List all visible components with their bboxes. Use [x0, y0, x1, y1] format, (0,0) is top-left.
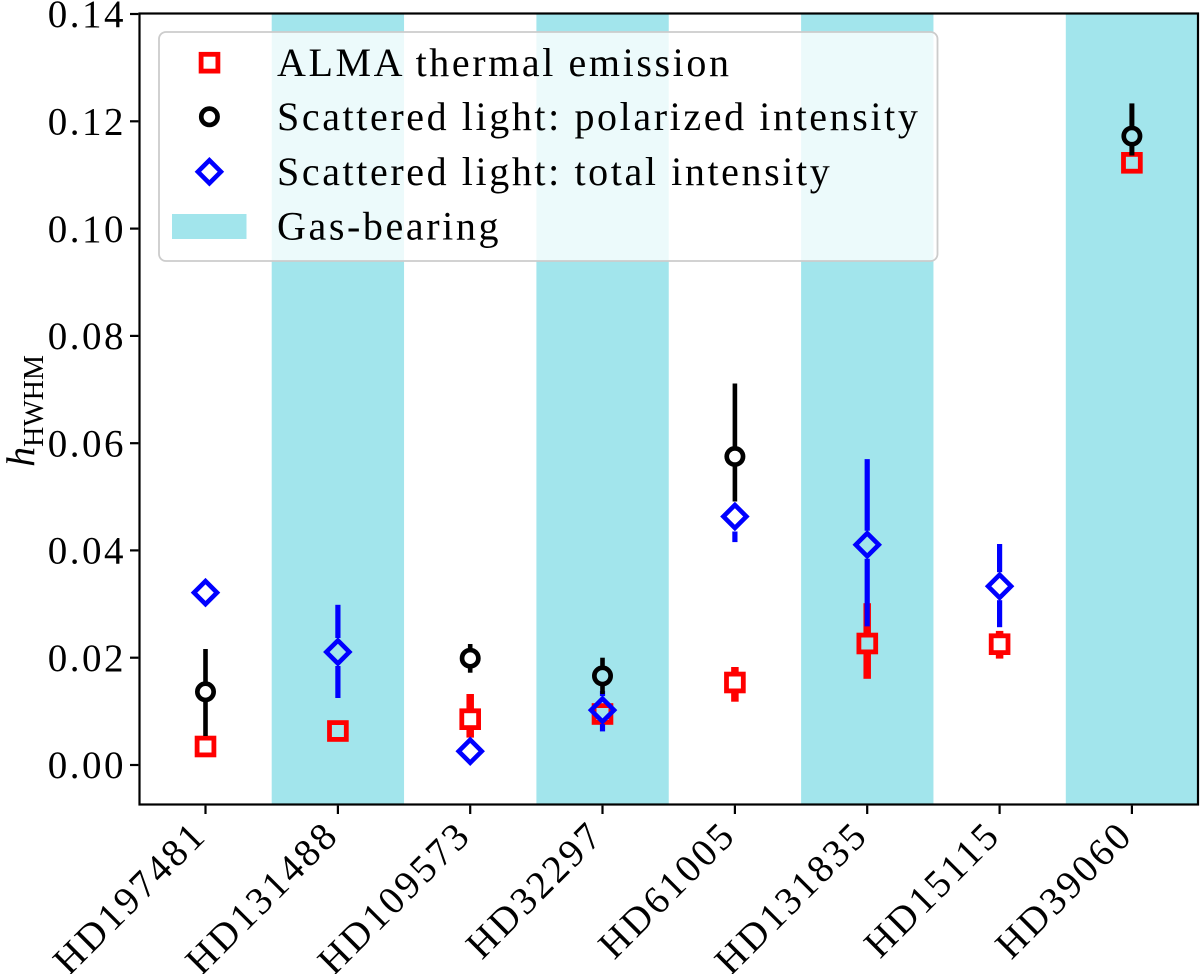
svg-text:Scattered light: polarized int: Scattered light: polarized intensity — [277, 94, 920, 139]
svg-text:0.10: 0.10 — [48, 208, 126, 251]
svg-text:Scattered light: total intensi: Scattered light: total intensity — [277, 149, 832, 194]
svg-text:ALMA thermal emission: ALMA thermal emission — [277, 40, 732, 85]
svg-text:0.14: 0.14 — [48, 0, 126, 36]
svg-text:hHWHM: hHWHM — [0, 355, 50, 467]
svg-text:0.12: 0.12 — [48, 101, 126, 144]
svg-text:0.04: 0.04 — [48, 530, 126, 573]
svg-text:0.00: 0.00 — [48, 744, 126, 787]
svg-text:0.08: 0.08 — [48, 315, 126, 358]
svg-text:0.06: 0.06 — [48, 422, 126, 465]
svg-text:Gas-bearing: Gas-bearing — [277, 204, 501, 249]
svg-text:0.02: 0.02 — [48, 637, 126, 680]
